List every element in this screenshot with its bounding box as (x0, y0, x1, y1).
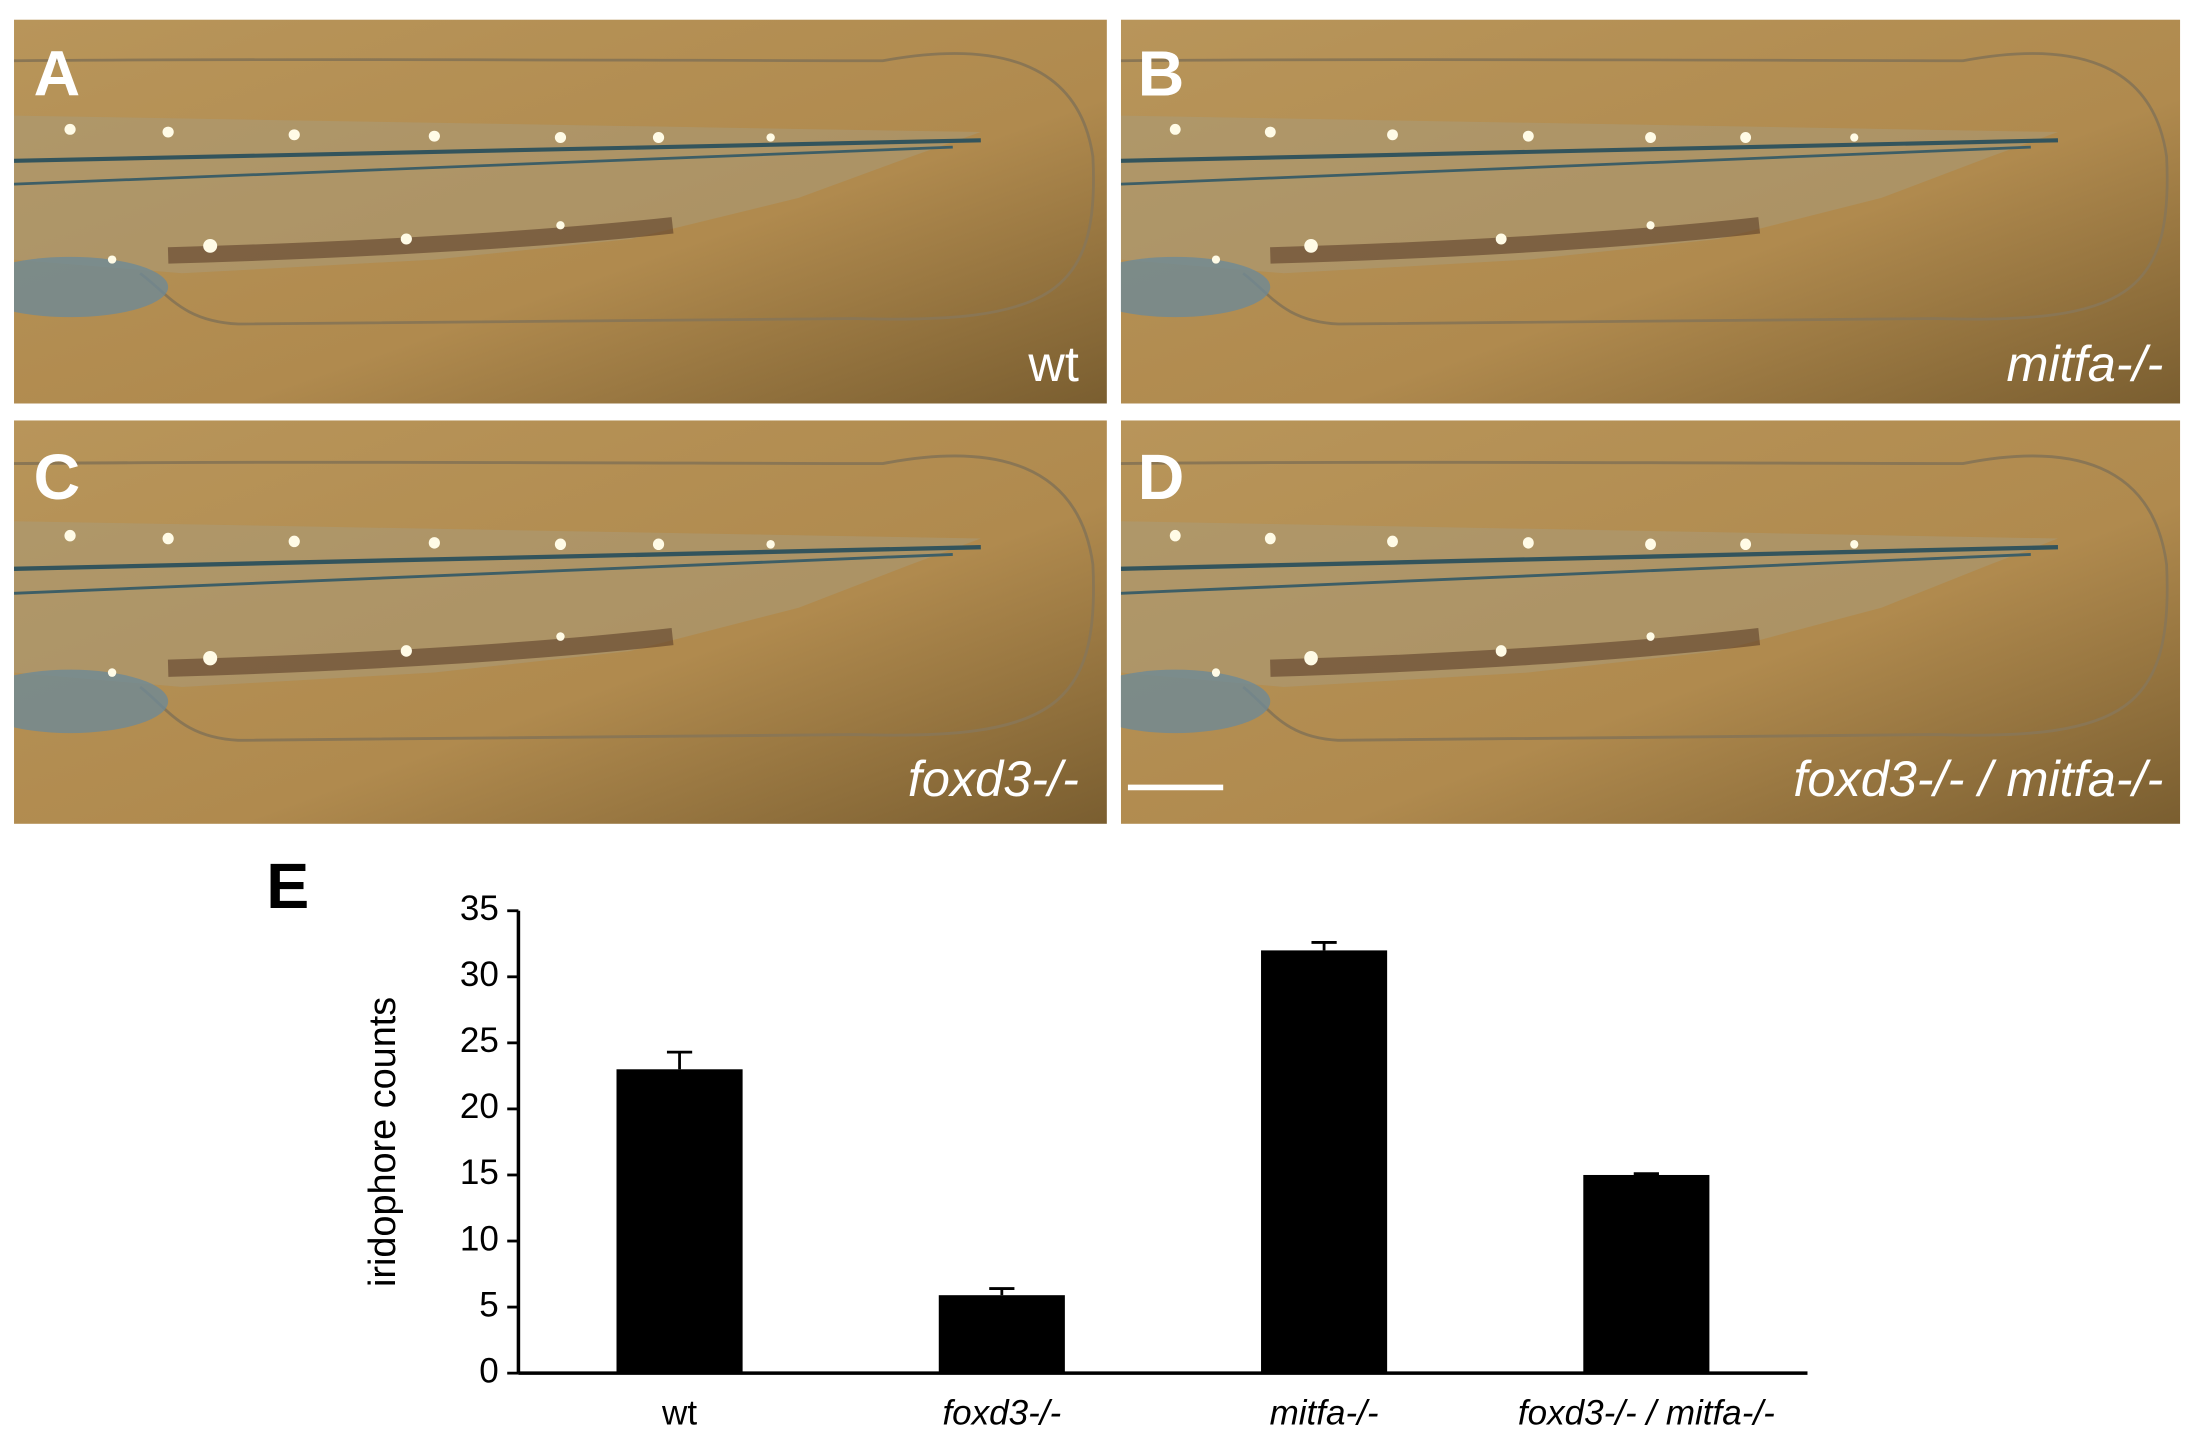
panel-label: B (1138, 37, 1185, 109)
panel-a: A wt (0, 20, 1107, 404)
panel-label: E (266, 850, 309, 922)
y-tick-label: 30 (460, 955, 499, 994)
panel-d: D foxd3-/- / mitfa-/- (1080, 420, 2180, 824)
panel-label: D (1138, 441, 1185, 513)
panel-caption: wt (1027, 335, 1078, 392)
bar (616, 1069, 743, 1374)
y-tick-label: 10 (460, 1219, 499, 1258)
x-tick-label: wt (661, 1393, 697, 1432)
y-tick-label: 0 (479, 1351, 498, 1390)
y-tick-label: 20 (460, 1087, 499, 1126)
panel-label: A (34, 37, 81, 109)
y-tick-label: 35 (460, 889, 499, 928)
panel-b: B mitfa-/- (1080, 20, 2180, 404)
bar (1261, 950, 1388, 1374)
y-tick-label: 5 (479, 1285, 498, 1324)
panel-c: C foxd3-/- (0, 420, 1107, 824)
x-tick-label: mitfa-/- (1270, 1393, 1379, 1432)
x-tick-label: foxd3-/- / mitfa-/- (1518, 1393, 1775, 1432)
bar (1583, 1174, 1710, 1374)
panel-caption: foxd3-/- (908, 750, 1079, 807)
panel-caption: foxd3-/- / mitfa-/- (1793, 750, 2163, 807)
y-tick-label: 25 (460, 1021, 499, 1060)
x-tick-label: foxd3-/- (942, 1393, 1061, 1432)
y-axis-label: iridophore counts (362, 997, 404, 1287)
panel-label: C (34, 441, 81, 513)
bar (938, 1295, 1065, 1374)
bar-chart: E iridophore counts 0 5 10 15 20 25 30 35 wt foxd… (266, 850, 1808, 1432)
y-tick-label: 15 (460, 1153, 499, 1192)
panel-caption: mitfa-/- (2006, 335, 2163, 392)
